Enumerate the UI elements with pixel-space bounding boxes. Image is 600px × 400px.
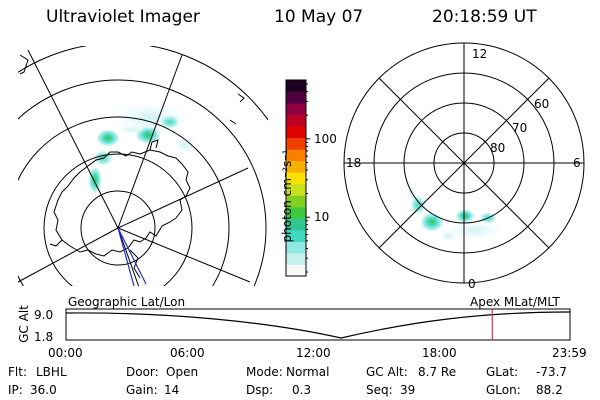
colorbar-segment [286,137,306,150]
glon-label: GLon: [486,383,521,397]
colorbar-segment [286,114,306,127]
colorbar-tick-label: 100 [314,131,337,146]
timeline-xtick: 18:00 [422,346,457,360]
aurora-emission-left [88,102,197,194]
mlt-lines [344,43,584,283]
colorbar-segment [286,160,306,173]
colorbar-segment [286,91,306,104]
mlt-label-12: 12 [472,47,488,61]
mode-label: Mode: [246,365,283,379]
colorbar-frame [285,79,307,277]
glon-value: 88.2 [536,383,563,397]
colorbar [285,79,310,277]
altitude-timeline [65,308,571,341]
latitude-circles [18,46,268,286]
mlat-label-60: 60 [534,97,550,111]
door-value: Open [166,365,199,379]
seq-label: Seq: [366,383,393,397]
colorbar-tick-label: 10 [314,210,330,225]
flt-value: LBHL [36,365,67,379]
timeline-xtick: 06:00 [170,346,205,360]
glat-value: -73.7 [536,365,568,379]
mlt-label-6: 6 [573,156,581,170]
timeline-xtick: 00:00 [48,346,83,360]
timeline-xtick: 23:59 [552,346,587,360]
magnetic-map [343,42,585,284]
timeline-ytick-top: 9.0 [34,308,54,322]
colorbar-label: photon cm⁻²s⁻¹ [280,149,294,243]
colorbar-segment [286,149,306,162]
geographic-map [18,46,268,286]
sun-direction-indicator [117,227,147,286]
right-map-label: Apex MLat/MLT [470,295,560,309]
instrument-title: Ultraviolet Imager [46,7,200,27]
mode-value: Normal [286,365,330,379]
colorbar-segment [286,195,306,208]
antarctica-coastline [53,149,191,257]
door-label: Door: [126,365,159,379]
colorbar-segment [286,103,306,116]
colorbar-segment [286,183,306,196]
timeline-xtick: 12:00 [296,346,331,360]
colorbar-segment [286,80,306,93]
dsp-label: Dsp: [246,383,274,397]
gcalt-label: GC Alt: [366,365,408,379]
colorbar-segment [286,252,306,265]
mlat-label-80: 80 [490,141,506,155]
mlt-label-18: 18 [346,156,362,170]
gain-value: 14 [164,383,180,397]
aurora-emission-right [407,184,505,242]
longitude-lines [18,49,251,286]
colorbar-segment [286,264,306,277]
date-label: 10 May 07 [274,7,364,27]
colorbar-segment [286,206,306,219]
dsp-value: 0.3 [292,383,312,397]
colorbar-segment [286,126,306,139]
timeline-ytick-bottom: 1.8 [34,330,54,344]
flt-label: Flt: [8,365,27,379]
gcalt-value: 8.7 Re [418,365,457,379]
ip-value: 36.0 [30,383,57,397]
colorbar-segment [286,172,306,185]
seq-value: 39 [400,383,416,397]
left-map-label: Geographic Lat/Lon [68,295,186,309]
time-label: 20:18:59 UT [432,7,537,27]
timeline-ylabel: GC Alt [17,305,31,343]
mlat-label-70: 70 [512,121,528,135]
ip-label: IP: [8,383,23,397]
colorbar-segment [286,241,306,254]
altitude-curve [65,311,571,339]
mlt-label-0: 0 [468,277,476,291]
glat-label: GLat: [486,365,519,379]
gain-label: Gain: [126,383,158,397]
colorbar-segment [286,218,306,231]
colorbar-segment [286,229,306,242]
